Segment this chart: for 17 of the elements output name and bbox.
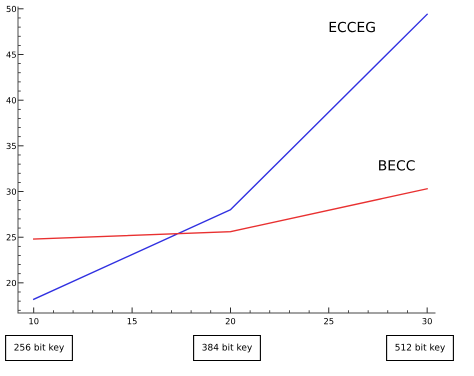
series-label: BECC — [379, 160, 415, 171]
text: 384 bit key — [202, 344, 252, 352]
x-tick-label: 30 — [422, 318, 432, 324]
y-tick-label: 35 — [6, 142, 16, 150]
y-tick-label: 25 — [6, 234, 16, 240]
x-tick-label: 25 — [324, 318, 334, 324]
x-tick-label: 10 — [29, 318, 38, 324]
x-tick-label: 20 — [226, 318, 236, 324]
y-tick-label: 40 — [6, 97, 16, 104]
series-label: ECCEG — [330, 22, 375, 32]
y-tick-label: 45 — [6, 52, 16, 58]
y-tick-label: 30 — [6, 188, 16, 195]
y-tick-label: 50 — [6, 6, 16, 12]
text: 512 bit key — [395, 344, 446, 352]
text: 256 bit key — [14, 344, 64, 352]
x-tick-label: 15 — [128, 318, 137, 324]
y-tick-label: 20 — [6, 280, 16, 286]
